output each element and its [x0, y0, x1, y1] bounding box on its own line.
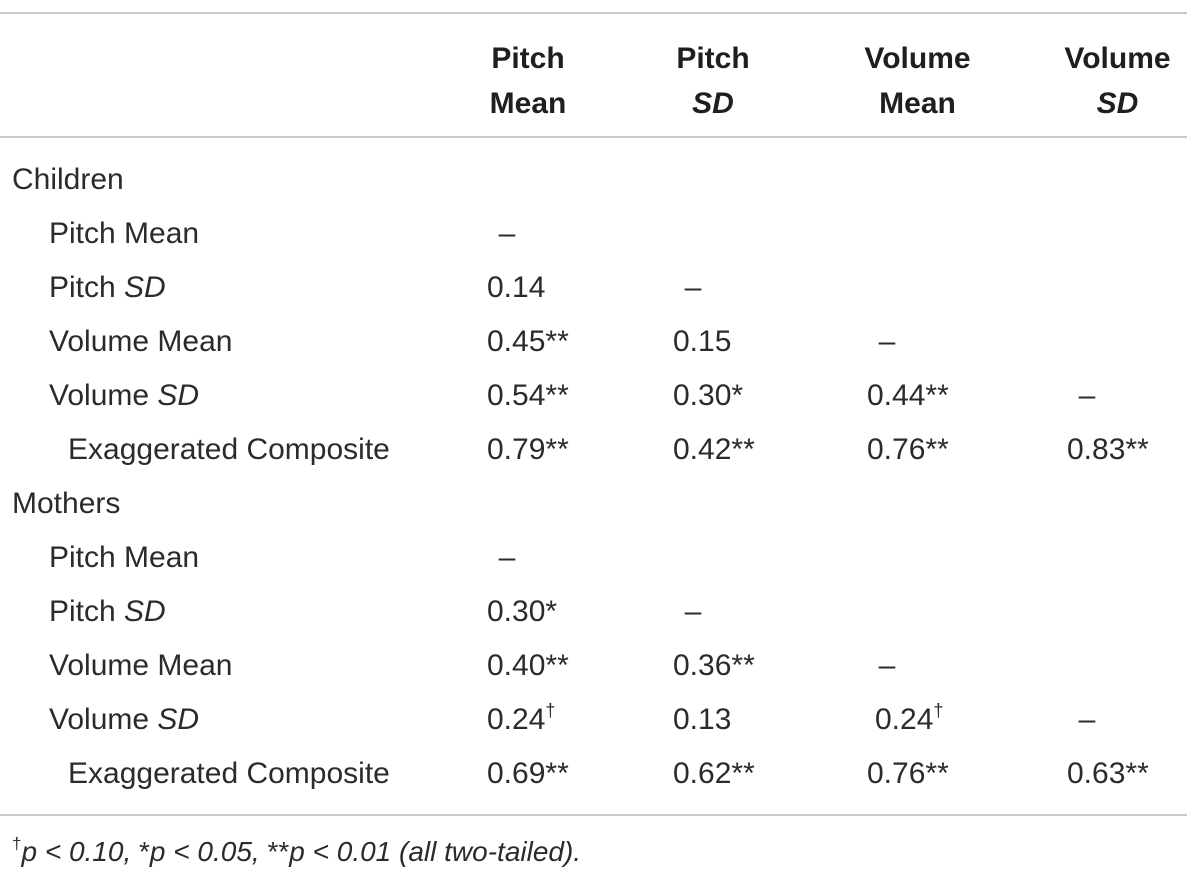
cell-volume-mean: 0.76**	[867, 433, 949, 466]
header-volume-sd: Volume SD	[1064, 42, 1171, 120]
table-row: Volume SD 0.54** 0.30* 0.44** –	[0, 369, 1200, 423]
group-row-children: Children	[0, 153, 1200, 207]
table-row: Volume Mean 0.40** 0.36** –	[0, 639, 1200, 693]
cell-pitch-sd: 0.30*	[673, 379, 744, 412]
table-row: Exaggerated Composite 0.79** 0.42** 0.76…	[0, 423, 1200, 477]
group-row-mothers: Mothers	[0, 477, 1200, 531]
table-row: Pitch Mean –	[0, 207, 1200, 261]
cell-pitch-sd: –	[684, 595, 702, 628]
cell-volume-mean: –	[878, 649, 896, 682]
cell-volume-sd: 0.63**	[1067, 757, 1149, 790]
table-row: Pitch SD 0.30* –	[0, 585, 1200, 639]
cell-pitch-sd: 0.15	[673, 325, 732, 358]
cell-pitch-mean: 0.40**	[487, 649, 569, 682]
group-label: Children	[12, 163, 124, 196]
table-footnote: †p < 0.10, *p < 0.05, **p < 0.01 (all tw…	[12, 834, 582, 867]
header-volume-mean: Volume Mean	[864, 42, 971, 120]
cell-volume-mean: 0.44**	[867, 379, 949, 412]
row-label: Exaggerated Composite	[68, 433, 390, 466]
row-label: Volume Mean	[49, 325, 233, 358]
row-label: Volume SD	[49, 703, 200, 736]
row-label: Pitch Mean	[49, 217, 200, 250]
row-label: Pitch Mean	[49, 541, 200, 574]
table-row: Pitch SD 0.14 –	[0, 261, 1200, 315]
cell-volume-mean: 0.24†	[875, 700, 944, 736]
group-label: Mothers	[12, 487, 121, 520]
header-pitch-mean: Pitch Mean	[489, 42, 567, 120]
cell-pitch-mean: 0.30*	[487, 595, 558, 628]
cell-pitch-sd: 0.42**	[673, 433, 755, 466]
cell-pitch-sd: 0.13	[673, 703, 732, 736]
header-rule	[0, 136, 1187, 138]
cell-pitch-mean: 0.24†	[487, 700, 556, 736]
cell-pitch-mean: –	[498, 541, 516, 574]
cell-pitch-mean: 0.14	[487, 271, 546, 304]
cell-volume-sd: 0.83**	[1067, 433, 1149, 466]
row-label: Pitch SD	[49, 595, 166, 628]
cell-pitch-sd: 0.36**	[673, 649, 755, 682]
table-row: Pitch Mean –	[0, 531, 1200, 585]
row-label: Volume SD	[49, 379, 200, 412]
row-label: Exaggerated Composite	[68, 757, 390, 790]
cell-pitch-sd: –	[684, 271, 702, 304]
cell-volume-sd: –	[1078, 703, 1096, 736]
cell-volume-mean: 0.76**	[867, 757, 949, 790]
bottom-rule	[0, 814, 1187, 816]
cell-pitch-mean: –	[498, 217, 516, 250]
table-row: Exaggerated Composite 0.69** 0.62** 0.76…	[0, 747, 1200, 801]
cell-pitch-sd: 0.62**	[673, 757, 755, 790]
table-row: Volume Mean 0.45** 0.15 –	[0, 315, 1200, 369]
cell-pitch-mean: 0.79**	[487, 433, 569, 466]
cell-pitch-mean: 0.45**	[487, 325, 569, 358]
row-label: Pitch SD	[49, 271, 166, 304]
cell-pitch-mean: 0.69**	[487, 757, 569, 790]
cell-volume-mean: –	[878, 325, 896, 358]
cell-volume-sd: –	[1078, 379, 1096, 412]
dagger-mark: †	[933, 700, 944, 721]
top-rule	[0, 12, 1187, 14]
table-row: Volume SD 0.24† 0.13 0.24† –	[0, 693, 1200, 747]
cell-pitch-mean: 0.54**	[487, 379, 569, 412]
dagger-mark: †	[545, 700, 556, 721]
header-pitch-sd: Pitch SD	[676, 42, 750, 120]
row-label: Volume Mean	[49, 649, 233, 682]
